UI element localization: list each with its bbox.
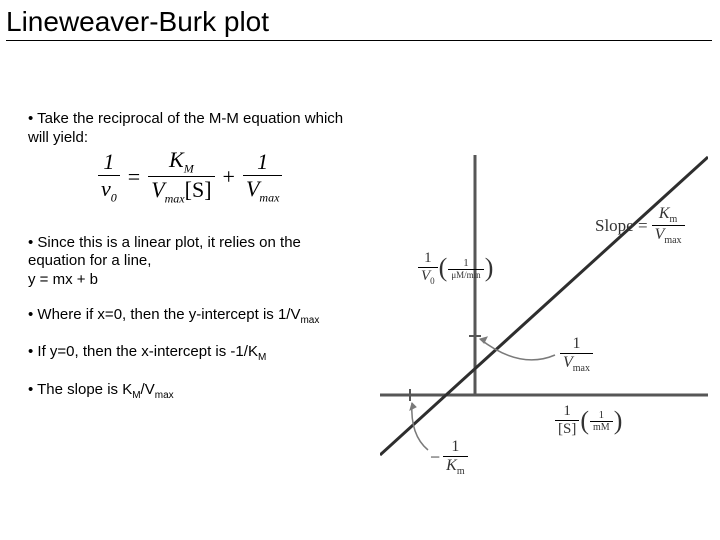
xaxis-unit-num: 1	[590, 409, 613, 422]
yaxis-paren-l: (	[439, 253, 448, 283]
eq-term1: KM Vmax[S]	[148, 147, 214, 207]
yint-den: Vmax	[560, 354, 593, 374]
slope-K: K	[659, 205, 670, 222]
xaxis-num: 1	[555, 403, 579, 421]
slope-Ksub: m	[670, 214, 678, 225]
yaxis-V: V	[421, 268, 430, 284]
page-title: Lineweaver-Burk plot	[6, 6, 712, 41]
xint-K: K	[446, 457, 457, 474]
bullet-4-text: • If y=0, then the x-intercept is -1/K	[28, 343, 258, 360]
eq-t1-V: V	[151, 177, 164, 202]
x-intercept-label: − 1 Km	[430, 438, 468, 477]
eq-t1-Ksub: M	[184, 161, 194, 175]
eq-t2-Vsub: max	[259, 190, 279, 204]
eq-equals: =	[128, 164, 140, 190]
yaxis-paren-r: )	[485, 253, 494, 283]
bullet-3-sub: max	[300, 315, 319, 326]
xint-Ksub: m	[457, 466, 465, 477]
eq-term2-den: Vmax	[243, 176, 282, 205]
eq-t1-Vsub: max	[165, 192, 185, 206]
slope-text: Slope =	[595, 216, 648, 236]
bullet-2-eq: y = mx + b	[28, 271, 98, 288]
bullet-4: • If y=0, then the x-intercept is -1/KM	[28, 343, 358, 365]
yint-V: V	[563, 354, 573, 371]
eq-lhs-num: 1	[98, 149, 120, 176]
bullet-5: • The slope is KM/Vmax	[28, 381, 358, 403]
eq-term1-den: Vmax[S]	[148, 177, 214, 206]
slope-V: V	[655, 226, 665, 243]
eq-lhs-den: v0	[98, 176, 120, 205]
eq-lhs: 1 v0	[98, 149, 120, 205]
bullet-4-sub: M	[258, 352, 266, 363]
yaxis-Vsub: 0	[430, 276, 435, 286]
yaxis-den: V0	[418, 268, 438, 286]
yaxis-unit-den: μM/min	[448, 270, 483, 280]
yint-Vsub: max	[573, 363, 590, 374]
eq-term2-num: 1	[243, 149, 282, 176]
eq-t1-K: K	[169, 147, 184, 172]
eq-t2-V: V	[246, 176, 259, 201]
yint-num: 1	[560, 335, 593, 354]
yaxis-unit-num: 1	[448, 257, 483, 270]
bullet-5-text: • The slope is K	[28, 381, 132, 398]
eq-lhs-v: v	[101, 176, 111, 201]
bullet-2: • Since this is a linear plot, it relies…	[28, 234, 358, 290]
xaxis-paren-l: (	[580, 406, 589, 436]
eq-term2: 1 Vmax	[243, 149, 282, 205]
y-intercept-label: 1 Vmax	[560, 335, 593, 374]
slope-Vsub: max	[664, 235, 681, 246]
eq-term1-num: KM	[148, 147, 214, 177]
slope-num: Km	[652, 205, 685, 226]
y-axis-label: 1 V0 ( 1 μM/min )	[418, 250, 493, 286]
bullet-1: • Take the reciprocal of the M-M equatio…	[28, 110, 358, 148]
eq-plus: +	[223, 164, 235, 190]
lineweaver-burk-plot: Slope = Km Vmax 1 V0 ( 1 μM/min ) 1 [S] …	[380, 155, 708, 483]
bullet-5-sub1: M	[132, 390, 140, 401]
slope-den: Vmax	[652, 226, 685, 246]
xint-minus: −	[430, 447, 440, 468]
x-axis-label: 1 [S] ( 1 mM )	[555, 403, 622, 438]
eq-t1-S: [S]	[185, 177, 212, 202]
xaxis-den: [S]	[555, 421, 579, 438]
xaxis-paren-r: )	[614, 406, 623, 436]
slope-label: Slope = Km Vmax	[595, 205, 685, 246]
bullet-5-sub2: max	[155, 390, 174, 401]
xint-num: 1	[443, 438, 467, 457]
main-equation: 1 v0 = KM Vmax[S] + 1 Vmax	[98, 147, 348, 209]
eq-lhs-sub: 0	[111, 190, 117, 204]
bullet-2-text: • Since this is a linear plot, it relies…	[28, 234, 301, 270]
bullet-5-mid: /V	[141, 381, 155, 398]
yaxis-num: 1	[418, 250, 438, 268]
bullet-3: • Where if x=0, then the y-intercept is …	[28, 306, 358, 328]
bullet-3-text: • Where if x=0, then the y-intercept is …	[28, 306, 300, 323]
xint-den: Km	[443, 457, 467, 477]
xaxis-unit-den: mM	[590, 422, 613, 433]
